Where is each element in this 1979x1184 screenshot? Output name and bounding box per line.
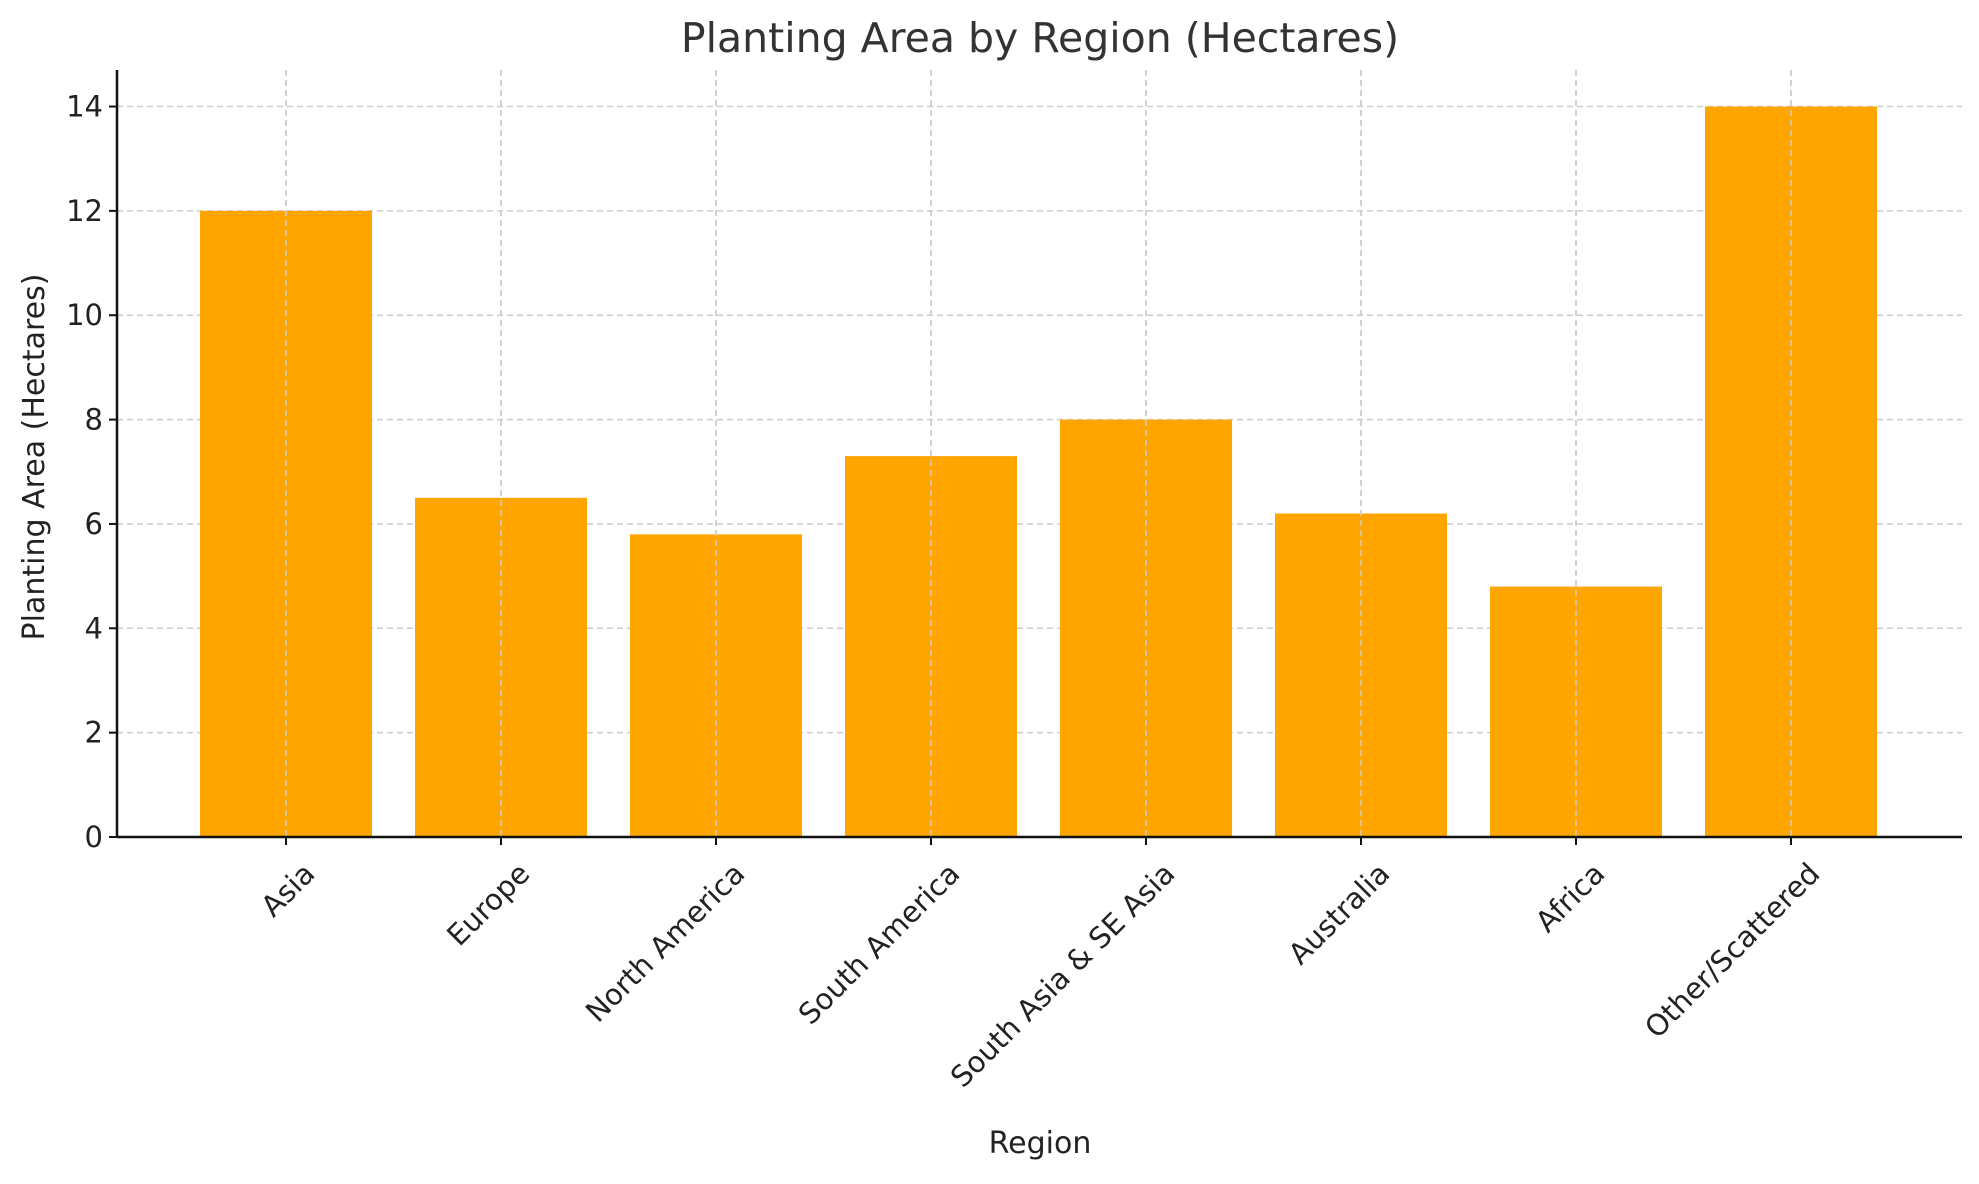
y-axis-label: Planting Area (Hectares) [17,274,52,641]
axes [115,70,1962,839]
x-tick-label: Europe [440,856,536,952]
x-tick-label: Africa [1529,856,1612,939]
y-tick-label: 2 [85,716,103,750]
bar [1060,419,1232,837]
y-tick-label: 8 [85,403,103,437]
x-tick-label: Asia [254,856,321,923]
y-tick-label: 12 [66,194,103,228]
y-tick-label: 10 [66,298,103,332]
x-tick-label: South Asia & SE Asia [944,856,1182,1094]
chart-title: Planting Area by Region (Hectares) [681,14,1399,62]
y-tick-label: 6 [85,507,103,541]
y-tick-label: 4 [85,611,103,645]
x-tick-labels: Asia Europe North America South AmericaSout… [254,837,1826,1094]
x-tick-label: South America [792,856,967,1031]
x-axis-label: Region [989,1126,1092,1161]
x-tick-label: North America [579,856,752,1029]
y-tick-label: 14 [66,90,103,124]
y-tick-label: 0 [85,820,103,854]
bar [415,497,587,837]
bars [200,70,1877,838]
x-tick-label: Other/Scattered [1638,856,1826,1044]
y-tick-labels: 0 2 4 6 8 10 12 14 [66,90,117,854]
x-tick-label: Australia [1282,856,1397,971]
grid [117,70,1962,837]
